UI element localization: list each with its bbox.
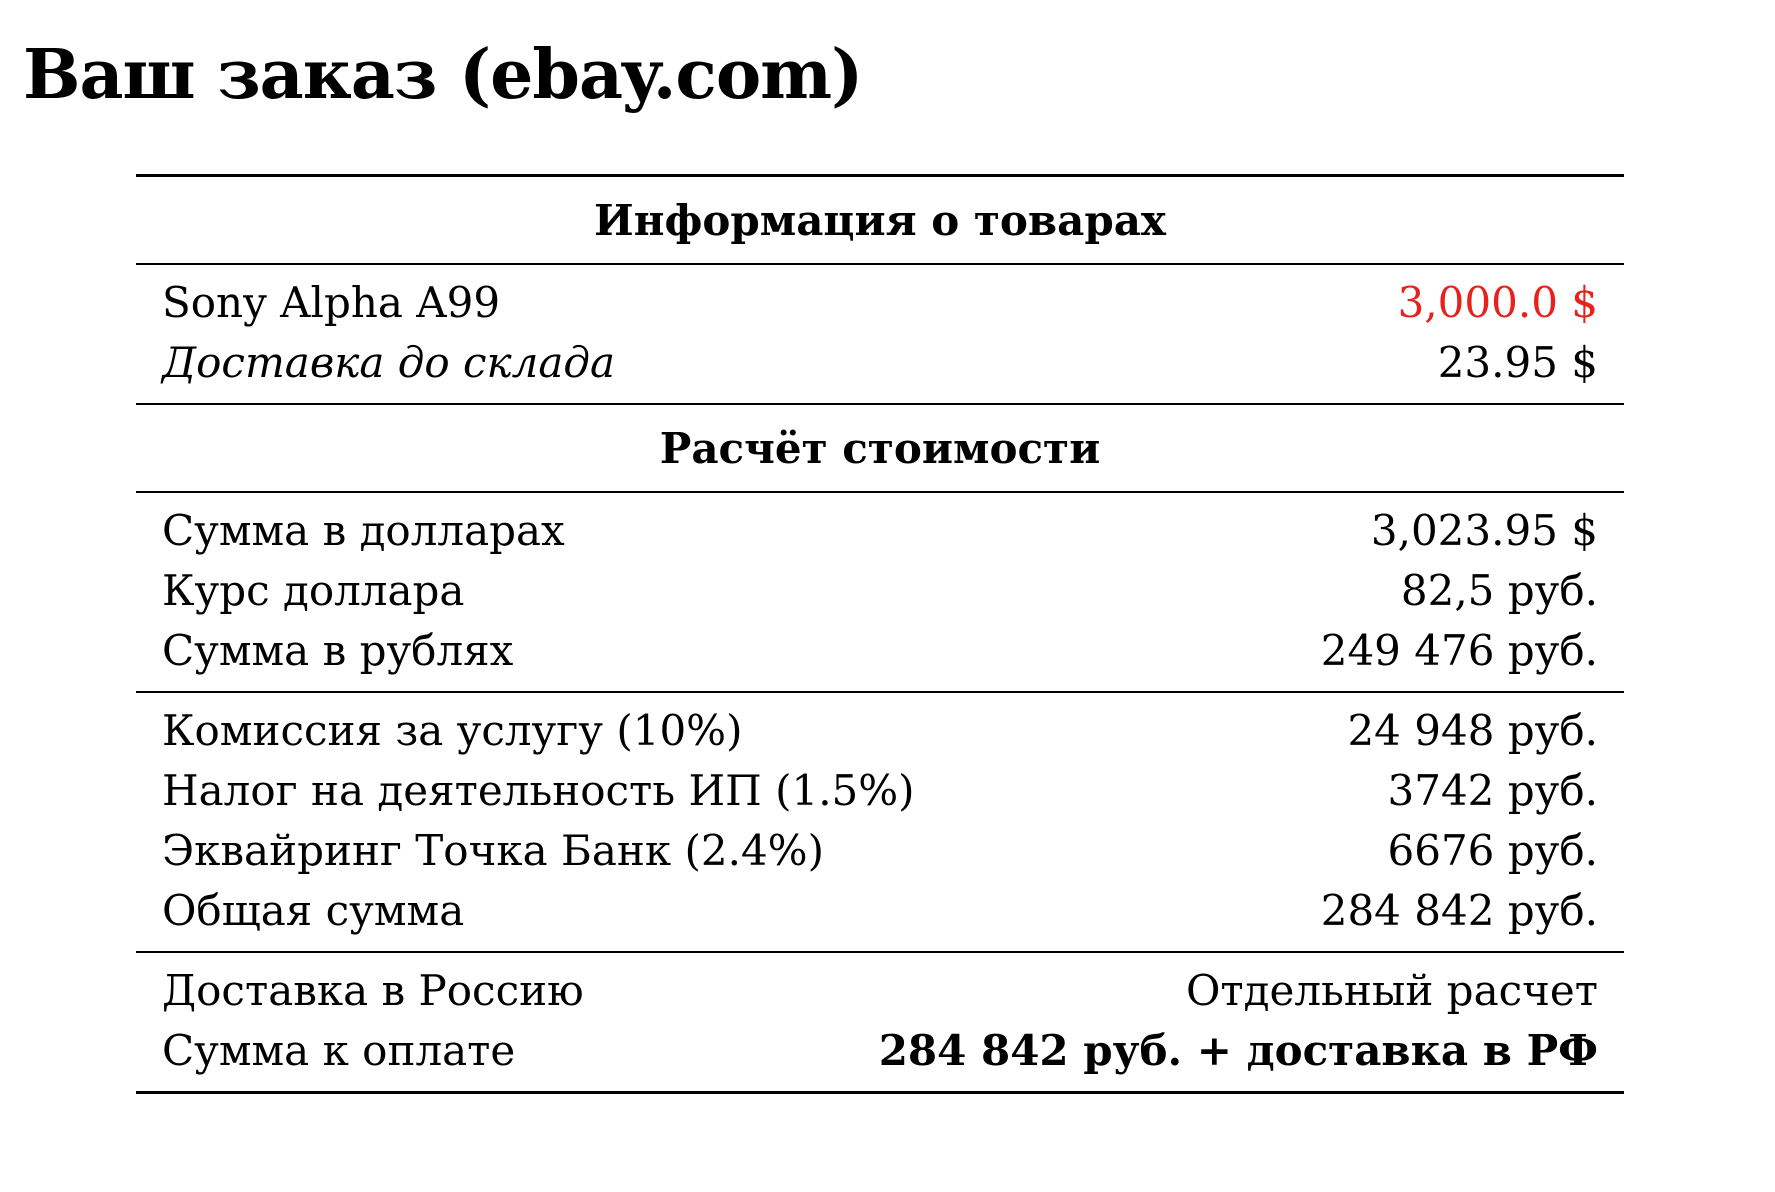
product-row: Sony Alpha A99 3,000.0 $	[162, 273, 1598, 333]
tax-label: Налог на деятельность ИП (1.5%)	[162, 766, 915, 815]
warehouse-shipping-value: 23.95 $	[1437, 338, 1598, 387]
total-value: 284 842 руб.	[1320, 886, 1598, 935]
sum-usd-value: 3,023.95 $	[1370, 506, 1598, 555]
tax-value: 3742 руб.	[1387, 766, 1598, 815]
sum-rub-label: Сумма в рублях	[162, 626, 514, 675]
calculation-rows: Сумма в долларах 3,023.95 $ Курс доллара…	[136, 493, 1624, 691]
russia-shipping-value: Отдельный расчет	[1185, 966, 1598, 1015]
sum-usd-row: Сумма в долларах 3,023.95 $	[162, 501, 1598, 561]
warehouse-shipping-row: Доставка до склада 23.95 $	[162, 333, 1598, 393]
product-name: Sony Alpha A99	[162, 278, 501, 327]
warehouse-shipping-label: Доставка до склада	[162, 338, 616, 387]
exchange-rate-label: Курс доллара	[162, 566, 465, 615]
service-fee-row: Комиссия за услугу (10%) 24 948 руб.	[162, 701, 1598, 761]
fees-rows: Комиссия за услугу (10%) 24 948 руб. Нал…	[136, 693, 1624, 951]
calculation-heading: Расчёт стоимости	[659, 423, 1101, 473]
russia-shipping-label: Доставка в Россию	[162, 966, 584, 1015]
product-price: 3,000.0 $	[1397, 278, 1598, 327]
amount-due-label: Сумма к оплате	[162, 1026, 516, 1075]
total-label: Общая сумма	[162, 886, 465, 935]
tax-row: Налог на деятельность ИП (1.5%) 3742 руб…	[162, 761, 1598, 821]
order-table: Информация о товарах Sony Alpha A99 3,00…	[136, 174, 1624, 1094]
page-title: Ваш заказ (ebay.com)	[23, 35, 863, 115]
divider	[136, 951, 1624, 953]
divider	[136, 403, 1624, 405]
products-heading: Информация о товарах	[594, 195, 1166, 245]
exchange-rate-row: Курс доллара 82,5 руб.	[162, 561, 1598, 621]
divider	[136, 491, 1624, 493]
russia-shipping-row: Доставка в Россию Отдельный расчет	[162, 961, 1598, 1021]
acquiring-value: 6676 руб.	[1387, 826, 1598, 875]
products-rows: Sony Alpha A99 3,000.0 $ Доставка до скл…	[136, 265, 1624, 403]
acquiring-row: Эквайринг Точка Банк (2.4%) 6676 руб.	[162, 821, 1598, 881]
sum-rub-value: 249 476 руб.	[1320, 626, 1598, 675]
amount-due-row: Сумма к оплате 284 842 руб. + доставка в…	[162, 1021, 1598, 1081]
service-fee-value: 24 948 руб.	[1347, 706, 1598, 755]
final-rows: Доставка в Россию Отдельный расчет Сумма…	[136, 953, 1624, 1091]
service-fee-label: Комиссия за услугу (10%)	[162, 706, 743, 755]
exchange-rate-value: 82,5 руб.	[1400, 566, 1598, 615]
sum-usd-label: Сумма в долларах	[162, 506, 565, 555]
amount-due-value: 284 842 руб. + доставка в РФ	[878, 1026, 1598, 1075]
divider	[136, 263, 1624, 265]
divider	[136, 691, 1624, 693]
acquiring-label: Эквайринг Точка Банк (2.4%)	[162, 826, 824, 875]
total-row: Общая сумма 284 842 руб.	[162, 881, 1598, 941]
sum-rub-row: Сумма в рублях 249 476 руб.	[162, 621, 1598, 681]
